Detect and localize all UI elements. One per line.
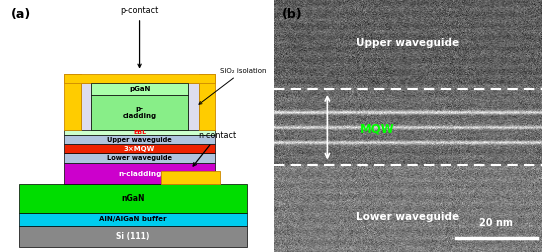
Bar bbox=[91, 95, 188, 130]
Bar bbox=[198, 74, 215, 130]
Text: pGaN: pGaN bbox=[129, 86, 150, 92]
Bar bbox=[64, 163, 215, 184]
Text: EBL: EBL bbox=[133, 130, 146, 135]
Text: MQW: MQW bbox=[359, 122, 395, 135]
Text: 20 nm: 20 nm bbox=[480, 218, 513, 228]
Text: AlN/AlGaN buffer: AlN/AlGaN buffer bbox=[99, 216, 166, 223]
Bar bbox=[19, 226, 247, 247]
Text: (a): (a) bbox=[11, 8, 31, 21]
Bar bbox=[64, 135, 215, 144]
Bar bbox=[64, 153, 215, 163]
Text: Upper waveguide: Upper waveguide bbox=[356, 38, 460, 48]
Text: p-
cladding: p- cladding bbox=[122, 106, 157, 119]
Bar bbox=[161, 171, 220, 184]
Bar bbox=[91, 83, 188, 95]
Text: n-cladding: n-cladding bbox=[118, 171, 162, 177]
Bar bbox=[81, 83, 91, 130]
Text: (b): (b) bbox=[282, 8, 302, 21]
Bar bbox=[64, 130, 215, 135]
Text: Lower waveguide: Lower waveguide bbox=[356, 212, 460, 222]
Text: 3×MQW: 3×MQW bbox=[124, 146, 155, 152]
Text: nGaN: nGaN bbox=[121, 195, 145, 203]
Text: Lower waveguide: Lower waveguide bbox=[107, 155, 172, 161]
Bar bbox=[19, 184, 247, 213]
Bar bbox=[19, 213, 247, 226]
Bar bbox=[64, 74, 81, 130]
Bar bbox=[64, 144, 215, 153]
Text: Upper waveguide: Upper waveguide bbox=[107, 137, 172, 143]
Text: p-contact: p-contact bbox=[120, 6, 159, 67]
Text: n-contact: n-contact bbox=[193, 131, 236, 166]
Bar bbox=[64, 74, 215, 83]
Bar bbox=[188, 83, 198, 130]
Text: Si (111): Si (111) bbox=[116, 232, 150, 241]
Text: SiO₂ isolation: SiO₂ isolation bbox=[199, 68, 267, 104]
